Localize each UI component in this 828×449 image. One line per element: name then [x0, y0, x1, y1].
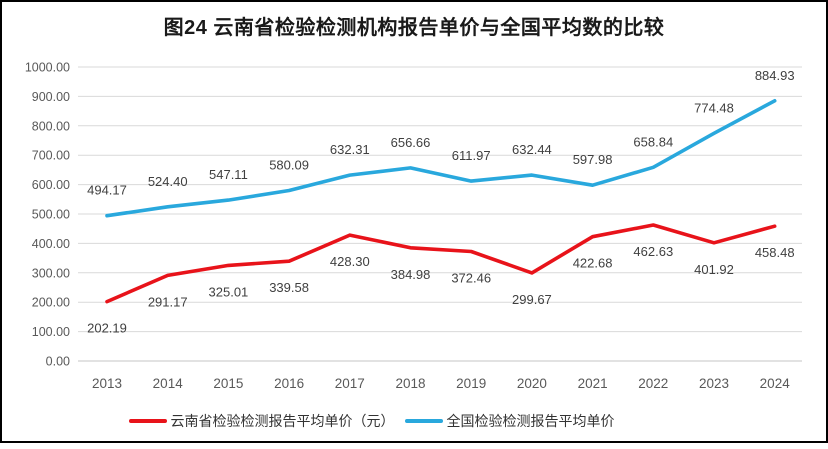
data-label: 494.17 — [87, 183, 127, 198]
x-tick-label: 2020 — [517, 376, 547, 391]
data-label: 774.48 — [694, 100, 734, 115]
data-label: 524.40 — [148, 174, 188, 189]
x-tick-label: 2023 — [699, 376, 729, 391]
data-label: 384.98 — [391, 267, 431, 282]
data-label: 658.84 — [633, 134, 673, 149]
y-tick-label: 0.00 — [46, 355, 70, 369]
data-label: 299.67 — [512, 292, 552, 307]
data-label: 339.58 — [269, 280, 309, 295]
data-label: 656.66 — [391, 135, 431, 150]
y-tick-label: 200.00 — [32, 296, 70, 310]
data-label: 428.30 — [330, 254, 370, 269]
data-label: 611.97 — [452, 148, 491, 163]
data-label: 632.44 — [512, 142, 552, 157]
chart-title: 图24 云南省检验检测机构报告单价与全国平均数的比较 — [163, 17, 665, 39]
y-tick-label: 1000.00 — [25, 61, 70, 75]
x-tick-label: 2016 — [274, 376, 304, 391]
y-tick-label: 600.00 — [32, 178, 70, 192]
legend-label-yunnan: 云南省检验检测报告平均单价（元） — [170, 413, 395, 429]
x-tick-label: 2015 — [213, 376, 243, 391]
data-label: 597.98 — [573, 152, 613, 167]
legend-swatch-yunnan-line-icon — [128, 419, 167, 423]
series-line — [105, 99, 777, 218]
data-label: 580.09 — [269, 158, 309, 173]
y-tick-label: 700.00 — [32, 149, 70, 163]
data-label: 372.46 — [451, 271, 491, 286]
x-tick-label: 2014 — [153, 376, 184, 391]
y-tick-label: 800.00 — [32, 119, 70, 133]
x-tick-label: 2019 — [456, 376, 486, 391]
x-tick-label: 2024 — [760, 376, 791, 391]
data-label: 632.31 — [330, 142, 370, 157]
x-tick-label: 2018 — [395, 376, 425, 391]
chart-legend: 云南省检验检测报告平均单价（元） 全国检验检测报告平均单价 — [0, 410, 828, 432]
x-tick-label: 2021 — [578, 376, 608, 391]
y-tick-label: 900.00 — [32, 90, 70, 104]
x-tick-label: 2017 — [335, 376, 365, 391]
data-label: 884.93 — [755, 68, 795, 83]
data-label: 458.48 — [755, 245, 795, 260]
data-label: 462.63 — [633, 244, 673, 259]
x-tick-label: 2013 — [92, 376, 122, 391]
legend-item-national: 全国检验检测报告平均单价 — [404, 411, 615, 431]
legend-item-yunnan: 云南省检验检测报告平均单价（元） — [128, 411, 395, 431]
data-label: 422.68 — [573, 256, 613, 271]
data-label: 291.17 — [148, 294, 188, 309]
y-tick-label: 100.00 — [32, 325, 70, 339]
series-line — [105, 223, 777, 304]
y-tick-label: 300.00 — [32, 266, 70, 280]
y-tick-label: 400.00 — [32, 237, 70, 251]
legend-label-national: 全国检验检测报告平均单价 — [446, 413, 615, 429]
data-label: 202.19 — [87, 321, 127, 336]
data-label: 325.01 — [209, 284, 249, 299]
legend-swatch-national-line-icon — [404, 419, 443, 423]
x-tick-label: 2022 — [638, 376, 668, 391]
data-label: 401.92 — [694, 262, 734, 277]
y-tick-label: 500.00 — [32, 208, 70, 222]
data-label: 547.11 — [209, 167, 248, 182]
